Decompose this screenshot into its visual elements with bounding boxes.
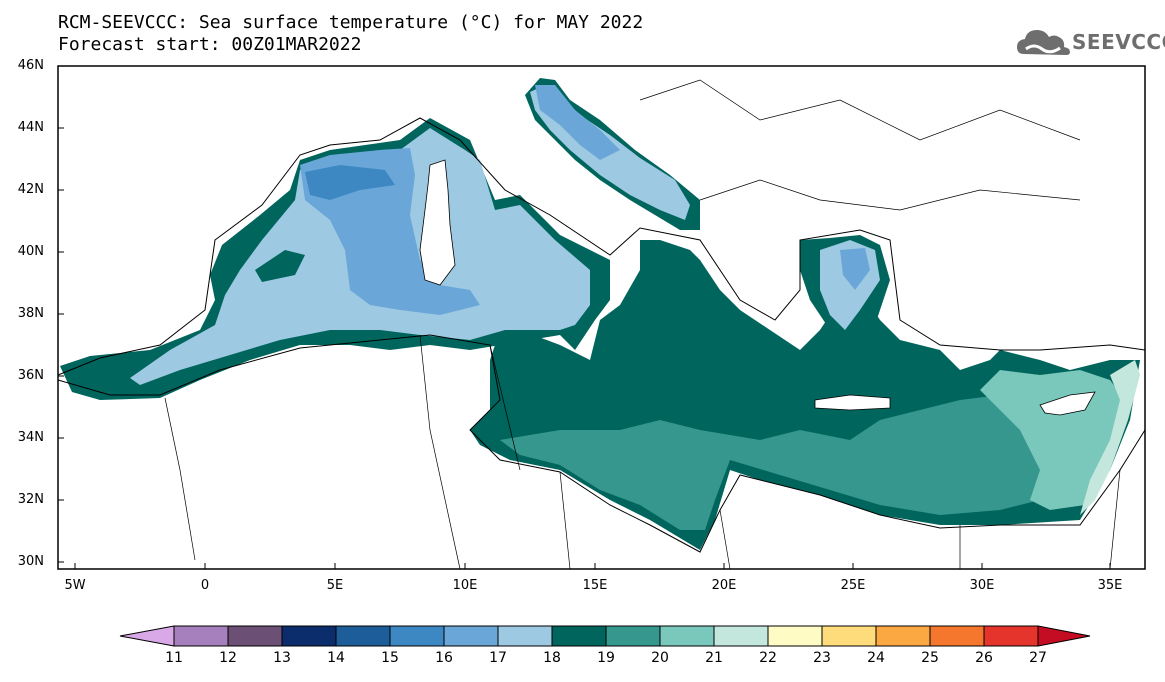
- colorbar-label: 17: [489, 650, 507, 666]
- colorbar-segment: [821, 625, 877, 647]
- lon-label: 35E: [1097, 578, 1123, 593]
- colorbar-segment: [713, 625, 769, 647]
- colorbar-segment: [983, 625, 1039, 647]
- colorbar-label: 20: [651, 650, 669, 666]
- lon-label: 15E: [582, 578, 608, 593]
- colorbar-label: 23: [813, 650, 831, 666]
- south-central-med: [500, 395, 1050, 530]
- colorbar-segment: [335, 625, 391, 647]
- colorbar-label: 18: [543, 650, 561, 666]
- colorbar-label: 26: [975, 650, 993, 666]
- colorbar-segment: [389, 625, 445, 647]
- levantine-basin: [980, 370, 1125, 510]
- colorbar-label: 19: [597, 650, 615, 666]
- map-frame-border: [57, 65, 1146, 570]
- lat-label: 40N: [17, 244, 44, 259]
- axis-ticks: [58, 65, 1111, 569]
- coastlines: [57, 117, 1146, 376]
- colorbar-segment: [227, 625, 283, 647]
- corsica-sardinia: [419, 159, 456, 286]
- africa-coast: [57, 334, 1146, 553]
- aegean-core: [840, 248, 870, 290]
- colorbar-label: 27: [1029, 650, 1047, 666]
- colorbar-label: 11: [165, 650, 183, 666]
- colorbar-segment: [929, 625, 985, 647]
- cloud-icon: [1017, 30, 1070, 55]
- colorbar-label: 21: [705, 650, 723, 666]
- colorbar-segment: [875, 625, 931, 647]
- lon-label: 5E: [326, 578, 344, 593]
- lat-label: 38N: [17, 306, 44, 321]
- crete: [814, 394, 891, 411]
- colorbar-over-arrow: [1037, 625, 1091, 647]
- balearic-shelf: [255, 250, 305, 282]
- cyprus: [1039, 391, 1096, 416]
- colorbar-under-arrow: [119, 625, 175, 647]
- colorbar-label: 22: [759, 650, 777, 666]
- lat-label: 34N: [17, 430, 44, 445]
- forecast-start: Forecast start: 00Z01MAR2022: [58, 34, 362, 55]
- colorbar-segment: [767, 625, 823, 647]
- lon-label: 5W: [64, 578, 86, 593]
- colorbar-label: 13: [273, 650, 291, 666]
- lon-label: 0: [200, 578, 210, 593]
- colorbar-label: 15: [381, 650, 399, 666]
- lon-label: 20E: [711, 578, 737, 593]
- colorbar-label: 12: [219, 650, 237, 666]
- lat-label: 32N: [17, 492, 44, 507]
- map-title: RCM-SEEVCCC: Sea surface temperature (°C…: [58, 12, 644, 33]
- northern-adriatic: [535, 85, 620, 160]
- logo-text: SEEVCCC: [1072, 30, 1165, 54]
- lat-label: 36N: [17, 368, 44, 383]
- colorbar-segment: [605, 625, 661, 647]
- borders: [164, 79, 1121, 570]
- colorbar-segment: [281, 625, 337, 647]
- lon-label: 30E: [969, 578, 995, 593]
- lat-label: 30N: [17, 554, 44, 569]
- lat-label: 44N: [17, 120, 44, 135]
- colorbar-segment: [551, 625, 607, 647]
- colorbar-segment: [497, 625, 553, 647]
- colorbar-segment: [443, 625, 499, 647]
- colorbar-segment: [173, 625, 229, 647]
- lat-label: 46N: [17, 58, 44, 73]
- lat-label: 42N: [17, 182, 44, 197]
- levant-coast: [1080, 360, 1140, 515]
- lon-label: 25E: [840, 578, 866, 593]
- colorbar-label: 25: [921, 650, 939, 666]
- seevccc-logo: SEEVCCC: [1016, 24, 1165, 60]
- ligurian-core: [305, 165, 395, 200]
- colorbar-label: 24: [867, 650, 885, 666]
- colorbar-label: 16: [435, 650, 453, 666]
- lon-label: 10E: [452, 578, 478, 593]
- colorbar-label: 14: [327, 650, 345, 666]
- colorbar-segment: [659, 625, 715, 647]
